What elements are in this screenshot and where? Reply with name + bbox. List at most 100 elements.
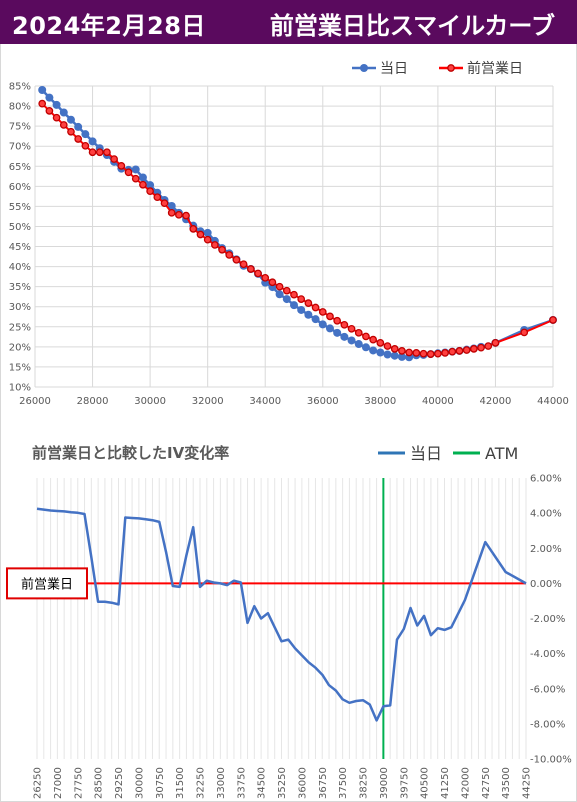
y-tick-label: 45%	[9, 242, 31, 253]
y-tick-label: 2.00%	[530, 544, 562, 555]
y-tick-label: -10.00%	[530, 755, 572, 766]
data-point-prev-day	[160, 199, 169, 208]
x-tick-label: 30000	[134, 767, 145, 799]
data-point-prev-day	[239, 260, 248, 269]
data-point-prev-day	[455, 347, 464, 355]
data-point-today	[397, 352, 406, 361]
x-tick-label: 31500	[175, 767, 186, 799]
header-date: 2024年2月28日	[12, 12, 206, 40]
header-title: 前営業日比スマイルカーブ	[269, 12, 555, 40]
data-point-prev-day	[369, 335, 377, 344]
data-point-prev-day	[419, 349, 428, 358]
data-point-prev-day	[110, 155, 118, 163]
data-point-today	[138, 173, 147, 182]
data-point-prev-day	[448, 347, 457, 356]
data-point-prev-day	[81, 141, 90, 150]
data-point-prev-day	[282, 286, 291, 295]
chart-title: 前営業日と比較したIV変化率	[32, 444, 229, 462]
data-point-prev-day	[225, 251, 234, 259]
x-tick-label: 40000	[422, 396, 454, 407]
data-point-prev-day	[268, 278, 277, 287]
data-point-today	[325, 324, 334, 333]
y-tick-label: 4.00%	[530, 509, 562, 520]
series-line-today	[36, 507, 527, 722]
y-tick-label: -2.00%	[530, 614, 565, 625]
data-point-prev-day	[139, 180, 147, 189]
x-tick-label: 41250	[440, 767, 451, 799]
data-point-prev-day	[246, 265, 255, 273]
x-tick-label: 33000	[216, 767, 227, 799]
x-tick-label: 30750	[155, 767, 166, 799]
data-point-prev-day	[45, 107, 54, 115]
x-tick-label: 27000	[53, 767, 64, 799]
y-tick-label: 55%	[9, 202, 31, 213]
data-point-prev-day	[290, 290, 298, 299]
data-point-prev-day	[484, 342, 493, 350]
data-point-prev-day	[491, 339, 500, 347]
data-point-prev-day	[426, 350, 435, 358]
data-point-prev-day	[146, 187, 154, 195]
data-point-prev-day	[304, 299, 313, 307]
data-point-prev-day	[103, 148, 111, 157]
data-point-prev-day	[549, 316, 557, 324]
data-point-prev-day	[261, 273, 270, 282]
x-tick-label: 36000	[297, 767, 308, 799]
data-point-today	[333, 328, 342, 337]
y-tick-label: 50%	[9, 222, 31, 233]
series-line-prev-day	[41, 102, 554, 356]
data-point-today	[88, 137, 97, 146]
x-tick-label: 42750	[481, 767, 492, 799]
legend-label: 前営業日	[467, 60, 523, 77]
y-tick-label: 80%	[9, 102, 31, 113]
data-point-prev-day	[67, 127, 75, 136]
y-tick-label: -6.00%	[530, 684, 565, 695]
data-point-prev-day	[182, 211, 190, 220]
x-tick-label: 43500	[501, 767, 512, 799]
data-point-prev-day	[470, 345, 478, 353]
data-point-prev-day	[340, 320, 349, 329]
y-tick-label: 15%	[9, 362, 31, 373]
data-point-prev-day	[383, 342, 392, 350]
y-tick-label: 6.00%	[530, 474, 562, 485]
smile-curve-chart: 10% 15% 20% 25% 30% 35% 40% 45% 50% 55% 60% 65% 70% 7…	[9, 60, 569, 407]
data-point-prev-day	[95, 148, 104, 157]
x-tick-label: 42000	[480, 396, 512, 407]
data-point-today	[146, 181, 155, 190]
data-point-today	[297, 305, 306, 314]
x-tick-label: 26250	[33, 767, 44, 799]
zero-line-label-box	[6, 567, 88, 600]
data-point-today	[52, 100, 61, 109]
y-tick-label: -4.00%	[530, 649, 565, 660]
x-tick-label: 32000	[192, 396, 224, 407]
y-tick-label: 30%	[9, 302, 31, 313]
data-point-prev-day	[398, 347, 406, 355]
data-point-today	[275, 290, 284, 299]
y-tick-label: 0.00%	[530, 579, 562, 590]
data-point-prev-day	[88, 148, 97, 157]
data-point-today	[282, 295, 291, 304]
data-point-prev-day	[254, 269, 262, 278]
y-tick-label: 75%	[9, 122, 31, 133]
data-point-prev-day	[477, 343, 485, 352]
data-point-prev-day	[218, 245, 226, 254]
data-point-today	[347, 336, 356, 345]
x-tick-label: 36750	[318, 767, 329, 799]
x-tick-label: 42000	[460, 767, 471, 799]
data-point-prev-day	[196, 230, 205, 239]
data-point-today	[59, 108, 68, 117]
x-tick-label: 28000	[77, 396, 109, 407]
x-tick-label: 29250	[114, 767, 125, 799]
legend-label: ATM	[485, 444, 518, 463]
data-point-today	[318, 320, 327, 329]
data-point-today	[304, 310, 313, 319]
data-point-prev-day	[462, 346, 471, 354]
y-tick-label: 70%	[9, 142, 31, 153]
data-point-prev-day	[38, 99, 47, 108]
data-point-today	[369, 346, 378, 355]
data-point-prev-day	[175, 210, 183, 219]
data-point-prev-day	[326, 312, 334, 321]
data-point-prev-day	[318, 308, 327, 316]
data-point-prev-day	[412, 349, 421, 357]
data-point-prev-day	[390, 345, 399, 353]
data-point-prev-day	[167, 208, 176, 217]
